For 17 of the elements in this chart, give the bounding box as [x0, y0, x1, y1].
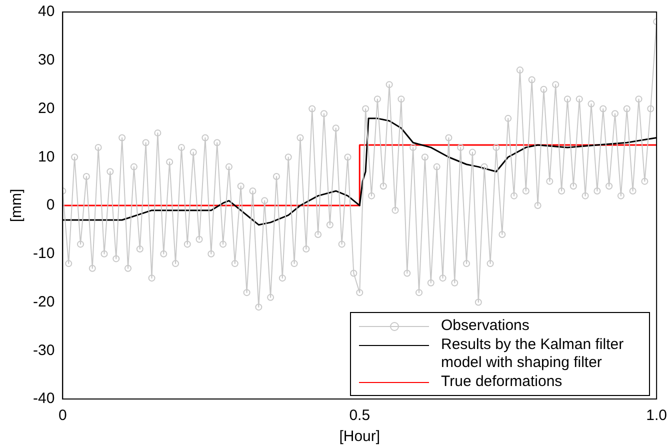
y-axis-title: [mm]: [8, 188, 26, 222]
legend-label: True deformations: [441, 373, 564, 391]
y-tick-label: 0: [46, 196, 55, 214]
y-tick-label: -40: [32, 390, 55, 408]
x-tick-label: 0.5: [349, 407, 370, 424]
y-tick-label: -10: [32, 245, 55, 262]
legend-label: Results by the Kalman filter model with shaping filter: [441, 336, 625, 372]
x-tick-label: 0: [58, 407, 67, 424]
y-tick-label: -30: [32, 342, 55, 359]
y-tick-label: 40: [38, 3, 55, 20]
x-axis-title: [Hour]: [339, 428, 380, 446]
y-tick-label: -20: [32, 293, 55, 310]
y-tick-label: 10: [38, 148, 55, 166]
legend-label: Observations: [441, 317, 530, 335]
x-tick-label: 1.0: [646, 407, 668, 424]
y-tick-label: 20: [38, 100, 55, 117]
y-tick-label: 30: [38, 52, 55, 69]
